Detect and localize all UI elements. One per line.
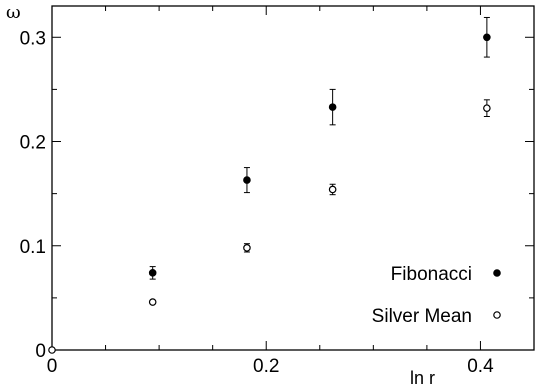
data-markers: [49, 17, 490, 353]
silver-mean-point: [49, 347, 55, 353]
legend-label: Fibonacci: [391, 264, 472, 285]
x-tick-label: 0.2: [253, 356, 279, 377]
plot-border: [52, 6, 534, 350]
fibonacci-point: [149, 270, 155, 276]
fibonacci-point: [329, 104, 335, 110]
legend-marker: [494, 312, 500, 318]
fibonacci-point: [484, 34, 490, 40]
legend: Fibonacci Silver Mean: [372, 264, 501, 327]
y-axis-title: ω: [6, 2, 21, 23]
axis-ticks: [52, 6, 534, 350]
silver-mean-point: [484, 105, 490, 111]
silver-mean-point: [329, 186, 335, 192]
plot-frame: [52, 6, 534, 350]
legend-label: Silver Mean: [372, 306, 472, 327]
y-tick-label: 0.1: [20, 237, 46, 258]
y-tick-label: 0.3: [20, 28, 46, 49]
x-tick-label: 0.4: [467, 356, 494, 377]
fibonacci-point: [244, 177, 250, 183]
x-tick-label: 0: [47, 356, 58, 377]
legend-marker: [494, 270, 500, 276]
silver-mean-point: [244, 245, 250, 251]
y-tick-label: 0.2: [20, 133, 46, 154]
x-axis-title: ln r: [410, 368, 435, 388]
y-tick-label: 0: [35, 341, 46, 362]
silver-mean-point: [149, 299, 155, 305]
